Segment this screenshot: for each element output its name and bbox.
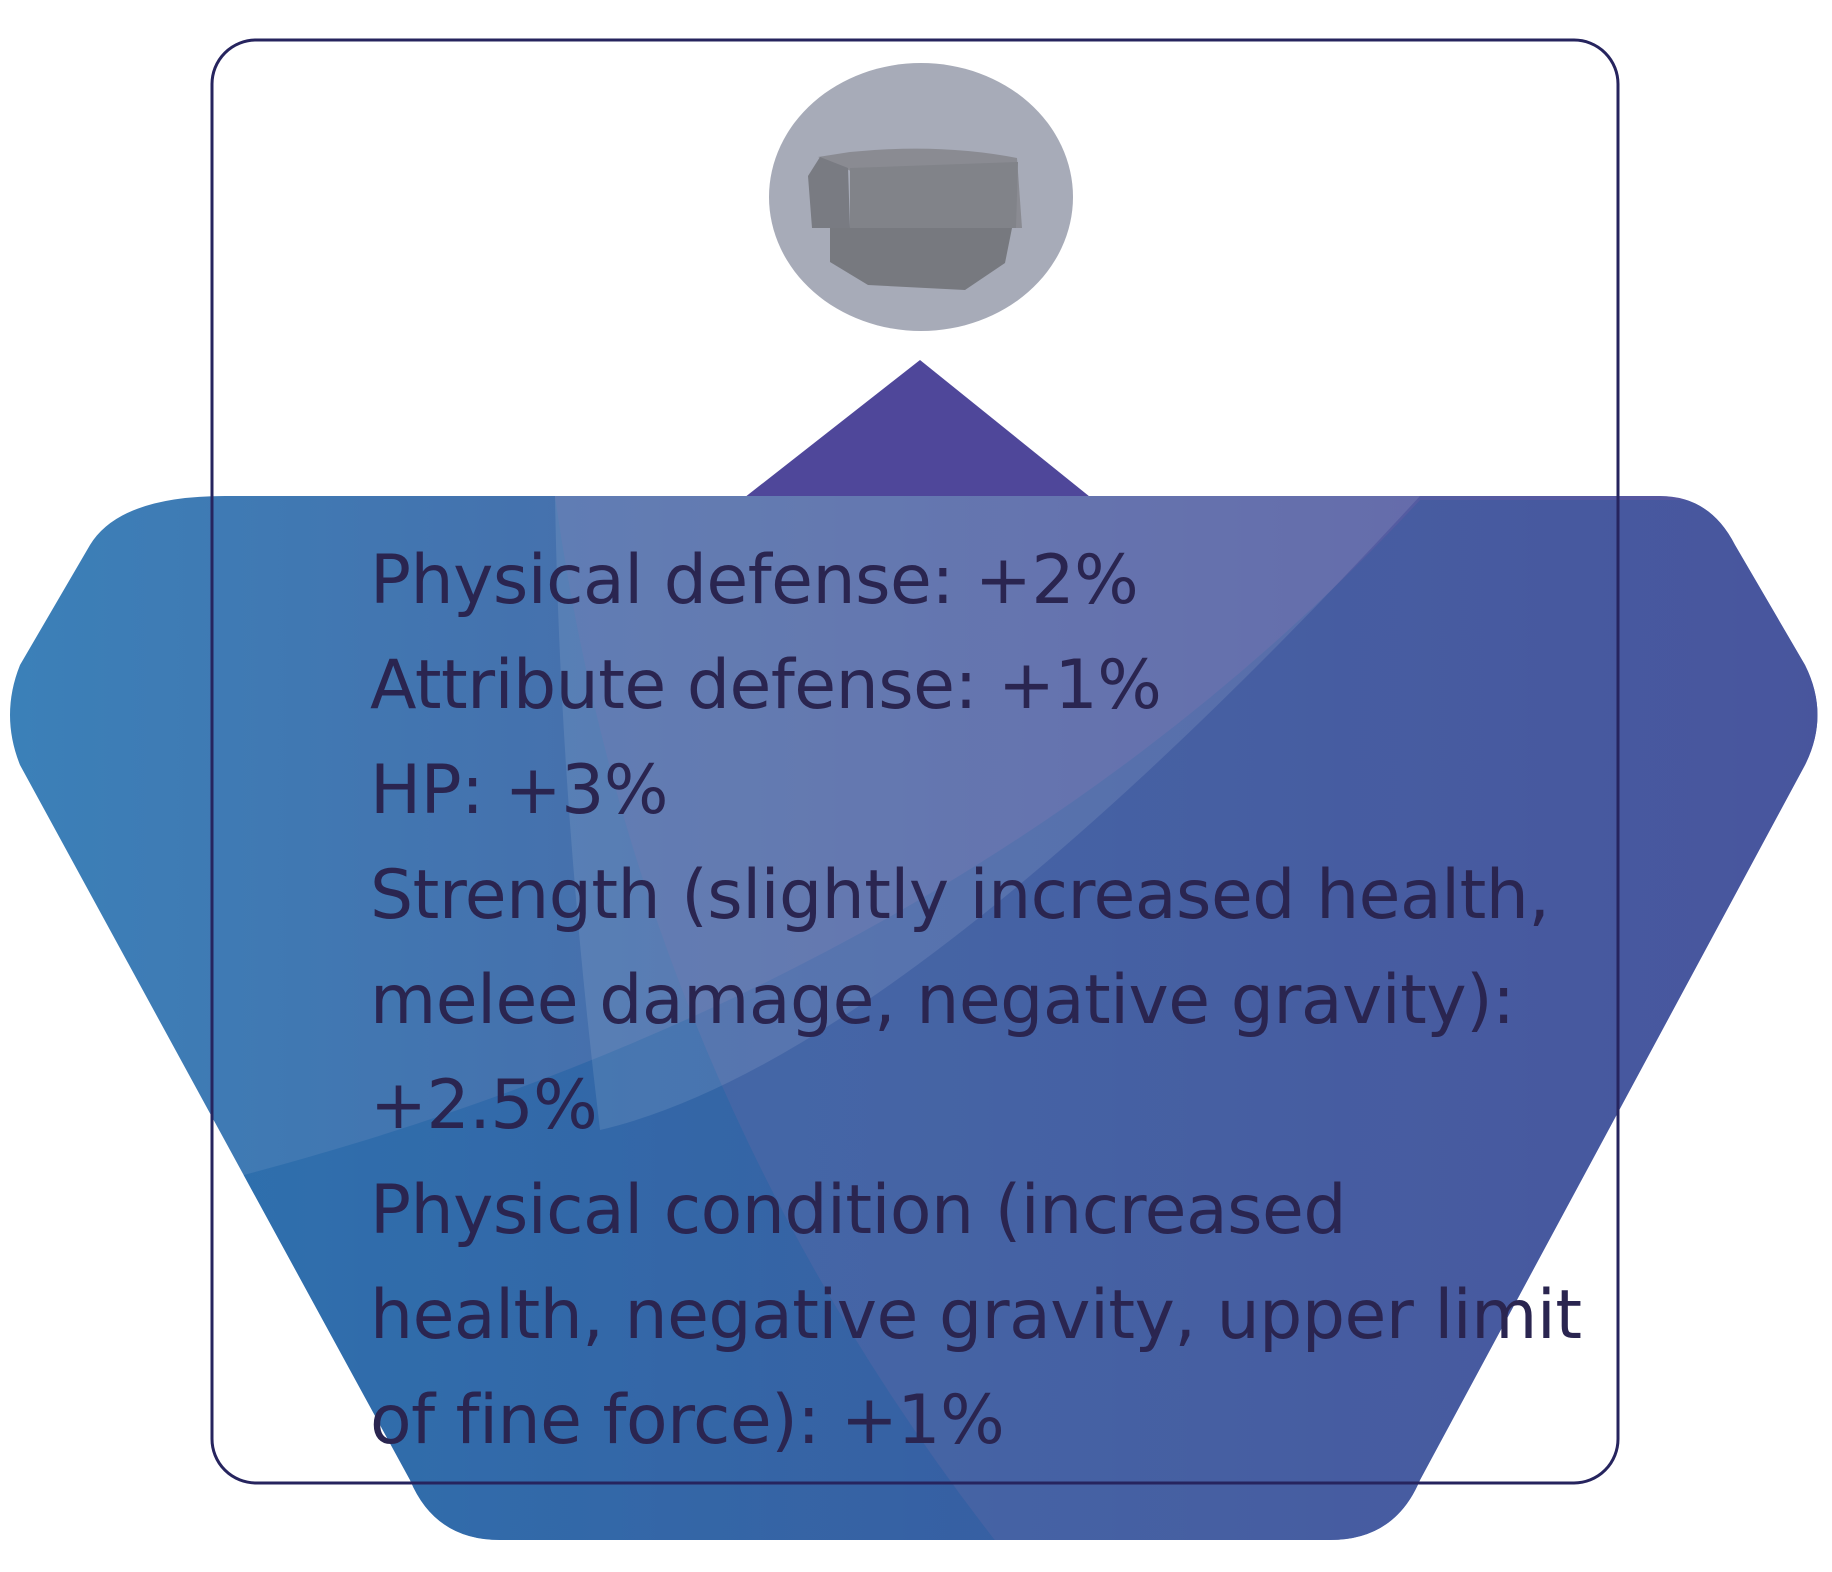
stat-plate xyxy=(10,496,1818,1540)
item-stats-list: Physical defense: +2% Attribute defense:… xyxy=(370,528,1590,1473)
stat-hp: HP: +3% xyxy=(370,751,669,830)
tooltip-pointer xyxy=(735,360,1100,505)
tooltip-frame xyxy=(210,38,1620,1485)
stat-strength: Strength (slightly increased health, mel… xyxy=(370,856,1550,1145)
stat-attribute-defense: Attribute defense: +1% xyxy=(370,646,1162,725)
stone-shard-icon xyxy=(769,63,1073,331)
stat-physical-defense: Physical defense: +2% xyxy=(370,541,1139,620)
stat-physical-condition: Physical condition (increased health, ne… xyxy=(370,1171,1582,1460)
